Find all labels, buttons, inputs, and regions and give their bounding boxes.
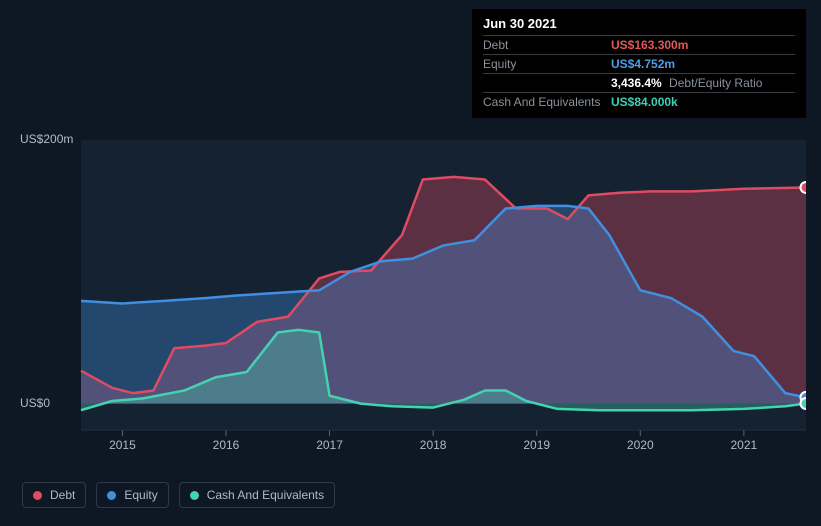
y-axis-label: US$0 (20, 396, 50, 410)
tooltip-row-value: US$163.300m (611, 38, 688, 52)
tooltip-row: EquityUS$4.752m (483, 54, 795, 73)
legend: Debt Equity Cash And Equivalents (22, 482, 335, 508)
tooltip-row: Cash And EquivalentsUS$84.000k (483, 92, 795, 111)
tooltip-row-label: Equity (483, 57, 611, 71)
hover-tooltip: Jun 30 2021 DebtUS$163.300mEquityUS$4.75… (472, 9, 806, 118)
x-axis-label: 2017 (316, 438, 343, 452)
x-axis-label: 2018 (420, 438, 447, 452)
equity-dot-icon (107, 491, 116, 500)
legend-item-cash[interactable]: Cash And Equivalents (179, 482, 335, 508)
legend-item-equity[interactable]: Equity (96, 482, 168, 508)
tooltip-date: Jun 30 2021 (483, 16, 795, 35)
x-axis-label: 2015 (109, 438, 136, 452)
tooltip-row-value: US$4.752m (611, 57, 675, 71)
tooltip-row-value: US$84.000k (611, 95, 678, 109)
tooltip-row-label (483, 76, 611, 90)
legend-label: Equity (124, 488, 157, 502)
x-axis-label: 2020 (627, 438, 654, 452)
y-axis-label: US$200m (20, 132, 73, 146)
tooltip-row-label: Debt (483, 38, 611, 52)
legend-label: Cash And Equivalents (207, 488, 324, 502)
debt-dot-icon (33, 491, 42, 500)
tooltip-row-label: Cash And Equivalents (483, 95, 611, 109)
tooltip-row: 3,436.4% Debt/Equity Ratio (483, 73, 795, 92)
cash-dot-icon (190, 491, 199, 500)
x-axis-label: 2019 (523, 438, 550, 452)
legend-item-debt[interactable]: Debt (22, 482, 86, 508)
tooltip-row: DebtUS$163.300m (483, 35, 795, 54)
legend-label: Debt (50, 488, 75, 502)
x-axis-label: 2021 (730, 438, 757, 452)
tooltip-row-value: 3,436.4% Debt/Equity Ratio (611, 76, 762, 90)
chart-area[interactable]: US$200m US$0 2015 2016 2017 2018 2019 2020 2021 (16, 120, 806, 460)
x-axis-label: 2016 (213, 438, 240, 452)
